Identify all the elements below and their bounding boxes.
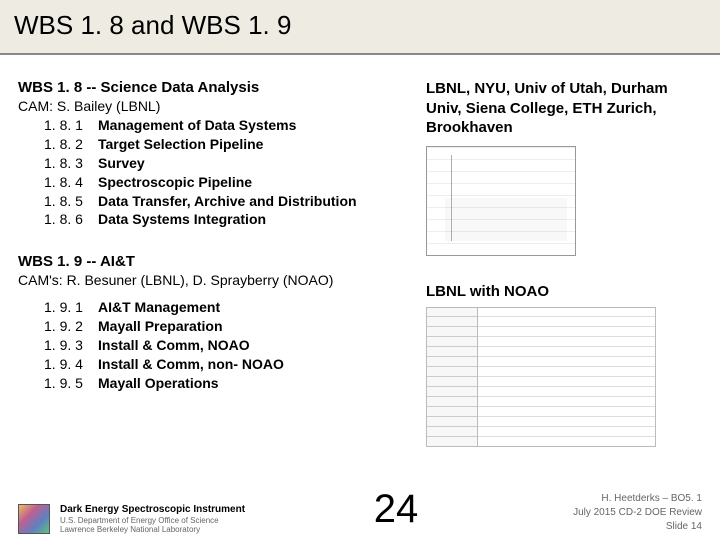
footer-left: Dark Energy Spectroscopic Instrument U.S… [18, 504, 245, 534]
page-number: 24 [374, 487, 419, 532]
wbs-label: Data Systems Integration [98, 210, 266, 229]
page-title: WBS 1. 8 and WBS 1. 9 [14, 10, 706, 41]
wbs-row: 1. 8. 1Management of Data Systems [44, 116, 416, 135]
section1-cam: CAM: S. Bailey (LBNL) [18, 98, 416, 114]
spectrum-chart [426, 146, 576, 256]
wbs-number: 1. 9. 3 [44, 336, 98, 355]
section-1: WBS 1. 8 -- Science Data Analysis CAM: S… [18, 79, 416, 229]
wbs-number: 1. 8. 2 [44, 135, 98, 154]
footer: Dark Energy Spectroscopic Instrument U.S… [0, 492, 720, 534]
wbs-label: Mayall Operations [98, 374, 219, 393]
wbs-label: Install & Comm, non- NOAO [98, 355, 284, 374]
footer-title: Dark Energy Spectroscopic Instrument [60, 504, 245, 516]
footer-line2: Lawrence Berkeley National Laboratory [60, 525, 245, 534]
wbs-label: Spectroscopic Pipeline [98, 173, 252, 192]
wbs-number: 1. 9. 1 [44, 298, 98, 317]
wbs-label: Target Selection Pipeline [98, 135, 263, 154]
wbs-row: 1. 8. 3Survey [44, 154, 416, 173]
section-2: WBS 1. 9 -- AI&T CAM's: R. Besuner (LBNL… [18, 253, 416, 392]
section1-institutions: LBNL, NYU, Univ of Utah, Durham Univ, Si… [426, 79, 702, 138]
wbs-number: 1. 9. 4 [44, 355, 98, 374]
wbs-label: Install & Comm, NOAO [98, 336, 250, 355]
wbs-label: Management of Data Systems [98, 116, 296, 135]
footer-right: H. Heetderks – BO5. 1 July 2015 CD-2 DOE… [573, 492, 702, 534]
footer-slide: Slide 14 [573, 520, 702, 534]
wbs-row: 1. 8. 5Data Transfer, Archive and Distri… [44, 192, 416, 211]
wbs-row: 1. 9. 2Mayall Preparation [44, 317, 416, 336]
wbs-row: 1. 9. 3Install & Comm, NOAO [44, 336, 416, 355]
wbs-row: 1. 9. 1AI&T Management [44, 298, 416, 317]
wbs-row: 1. 8. 2Target Selection Pipeline [44, 135, 416, 154]
section2-cam: CAM's: R. Besuner (LBNL), D. Sprayberry … [18, 272, 416, 288]
section2-items: 1. 9. 1AI&T Management1. 9. 2Mayall Prep… [44, 298, 416, 392]
title-bar: WBS 1. 8 and WBS 1. 9 [0, 0, 720, 55]
wbs-row: 1. 8. 6Data Systems Integration [44, 210, 416, 229]
desi-logo-icon [18, 504, 50, 534]
section2-right: LBNL with NOAO [426, 282, 702, 448]
footer-text: Dark Energy Spectroscopic Instrument U.S… [60, 504, 245, 534]
wbs-row: 1. 9. 4Install & Comm, non- NOAO [44, 355, 416, 374]
wbs-label: Survey [98, 154, 145, 173]
wbs-label: Mayall Preparation [98, 317, 223, 336]
wbs-number: 1. 8. 4 [44, 173, 98, 192]
footer-author: H. Heetderks – BO5. 1 [573, 492, 702, 506]
section1-items: 1. 8. 1Management of Data Systems1. 8. 2… [44, 116, 416, 229]
footer-line1: U.S. Department of Energy Office of Scie… [60, 516, 245, 525]
wbs-number: 1. 9. 2 [44, 317, 98, 336]
wbs-number: 1. 8. 5 [44, 192, 98, 211]
section2-heading: WBS 1. 9 -- AI&T [18, 253, 416, 270]
section1-heading: WBS 1. 8 -- Science Data Analysis [18, 79, 416, 96]
wbs-number: 1. 9. 5 [44, 374, 98, 393]
wbs-row: 1. 8. 4Spectroscopic Pipeline [44, 173, 416, 192]
content-area: WBS 1. 8 -- Science Data Analysis CAM: S… [0, 55, 720, 447]
wbs-number: 1. 8. 1 [44, 116, 98, 135]
schedule-matrix [426, 307, 656, 447]
wbs-number: 1. 8. 3 [44, 154, 98, 173]
wbs-row: 1. 9. 5Mayall Operations [44, 374, 416, 393]
wbs-number: 1. 8. 6 [44, 210, 98, 229]
wbs-label: Data Transfer, Archive and Distribution [98, 192, 357, 211]
section2-institutions: LBNL with NOAO [426, 282, 702, 302]
footer-event: July 2015 CD-2 DOE Review [573, 506, 702, 520]
right-column: LBNL, NYU, Univ of Utah, Durham Univ, Si… [426, 79, 702, 447]
left-column: WBS 1. 8 -- Science Data Analysis CAM: S… [18, 79, 416, 447]
wbs-label: AI&T Management [98, 298, 220, 317]
